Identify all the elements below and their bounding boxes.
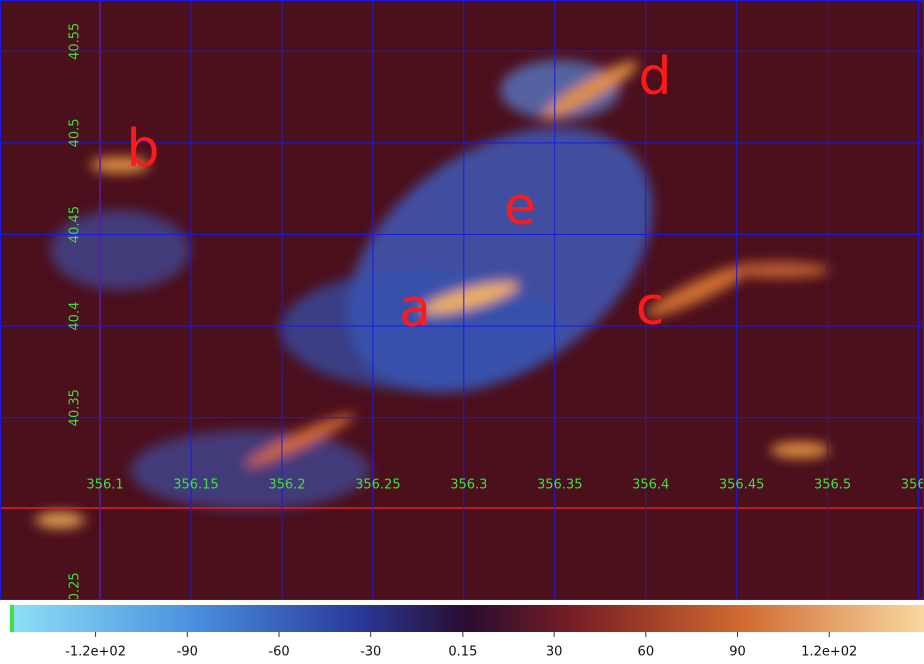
- x-tick-label: 356.45: [719, 478, 765, 493]
- colorbar-tick-label: -90: [177, 645, 198, 660]
- colorbar-tick-label: 60: [638, 645, 655, 660]
- colorbar-tick-label: 90: [729, 645, 746, 660]
- y-tick-label: 40.5: [68, 118, 83, 147]
- x-tick-label: 356.55: [901, 478, 924, 493]
- x-tick-label: 356.15: [173, 478, 219, 493]
- colorbar-tick-label: 30: [546, 645, 563, 660]
- colorbar-tick-label: -60: [268, 645, 289, 660]
- y-tick-label: 40.4: [68, 302, 83, 331]
- x-tick-label: 356.3: [450, 478, 487, 493]
- annotation: c: [636, 277, 665, 337]
- annotation: e: [504, 177, 536, 237]
- x-tick-label: 356.4: [632, 478, 669, 493]
- x-tick-label: 356.2: [268, 478, 305, 493]
- colorbar-marker: [10, 605, 14, 632]
- x-tick-label: 356.25: [355, 478, 401, 493]
- y-tick-label: 40.45: [68, 206, 83, 243]
- y-tick-label: 40.25: [68, 572, 83, 609]
- annotation: d: [638, 47, 671, 107]
- annotation: a: [399, 279, 431, 339]
- y-tick-label: 40.55: [68, 23, 83, 60]
- annotation: b: [126, 119, 159, 179]
- image: 356.1 356.15 356.2 356.25 356.3 356.35 356.4 35…: [0, 0, 924, 610]
- colorbar-tick-label: -1.2e+02: [65, 645, 126, 660]
- colorbar-tick-label: 1.2e+02: [801, 645, 857, 660]
- viewer: 356.1 356.15 356.2 356.25 356.3 356.35 356.4 35…: [0, 0, 924, 664]
- y-tick-label: 40.35: [68, 389, 83, 426]
- x-tick-label: 356.1: [86, 478, 123, 493]
- colorbar-tick-label: -30: [360, 645, 381, 660]
- x-tick-label: 356.35: [537, 478, 583, 493]
- colorbar: [10, 605, 924, 632]
- colorbar-tick-label: 0.15: [448, 645, 477, 660]
- x-tick-label: 356.5: [814, 478, 851, 493]
